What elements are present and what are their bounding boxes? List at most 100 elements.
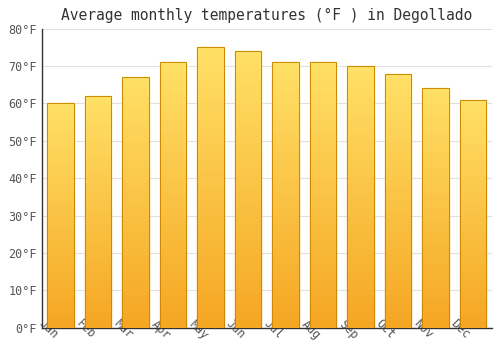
- Bar: [235, 311, 261, 314]
- Bar: [272, 123, 298, 126]
- Bar: [422, 177, 448, 179]
- Bar: [160, 251, 186, 253]
- Bar: [272, 261, 298, 264]
- Bar: [422, 141, 448, 144]
- Bar: [348, 212, 374, 215]
- Bar: [48, 236, 74, 238]
- Bar: [122, 217, 148, 220]
- Bar: [160, 269, 186, 272]
- Bar: [348, 71, 374, 74]
- Bar: [85, 219, 111, 221]
- Bar: [85, 284, 111, 286]
- Bar: [122, 223, 148, 225]
- Bar: [310, 97, 336, 99]
- Bar: [48, 124, 74, 126]
- Bar: [348, 171, 374, 173]
- Bar: [198, 140, 224, 143]
- Bar: [235, 176, 261, 178]
- Bar: [310, 306, 336, 309]
- Bar: [235, 306, 261, 308]
- Bar: [460, 191, 486, 193]
- Bar: [348, 163, 374, 166]
- Bar: [422, 263, 448, 265]
- Bar: [272, 288, 298, 290]
- Bar: [235, 228, 261, 231]
- Bar: [385, 246, 411, 249]
- Bar: [235, 51, 261, 54]
- Bar: [348, 166, 374, 168]
- Bar: [348, 226, 374, 228]
- Bar: [85, 212, 111, 214]
- Bar: [460, 287, 486, 289]
- Bar: [48, 166, 74, 168]
- Bar: [198, 316, 224, 319]
- Bar: [348, 296, 374, 299]
- Bar: [310, 227, 336, 230]
- Bar: [385, 140, 411, 142]
- Bar: [272, 179, 298, 182]
- Bar: [385, 292, 411, 295]
- Bar: [85, 168, 111, 170]
- Bar: [385, 190, 411, 193]
- Bar: [460, 116, 486, 118]
- Bar: [235, 217, 261, 220]
- Bar: [310, 184, 336, 187]
- Bar: [272, 68, 298, 70]
- Bar: [272, 147, 298, 150]
- Bar: [122, 310, 148, 313]
- Bar: [310, 171, 336, 174]
- Bar: [48, 296, 74, 299]
- Bar: [348, 317, 374, 320]
- Bar: [122, 258, 148, 260]
- Bar: [198, 193, 224, 196]
- Bar: [348, 168, 374, 171]
- Bar: [198, 258, 224, 260]
- Bar: [422, 306, 448, 308]
- Bar: [122, 252, 148, 255]
- Bar: [310, 105, 336, 107]
- Bar: [48, 135, 74, 137]
- Bar: [310, 166, 336, 168]
- Bar: [48, 137, 74, 139]
- Bar: [48, 144, 74, 146]
- Bar: [422, 239, 448, 241]
- Bar: [385, 170, 411, 173]
- Bar: [160, 222, 186, 224]
- Bar: [310, 304, 336, 306]
- Bar: [348, 244, 374, 246]
- Bar: [385, 320, 411, 323]
- Bar: [160, 76, 186, 78]
- Bar: [310, 116, 336, 118]
- Bar: [422, 308, 448, 311]
- Bar: [385, 74, 411, 328]
- Bar: [198, 269, 224, 272]
- Bar: [272, 301, 298, 304]
- Bar: [48, 233, 74, 236]
- Bar: [348, 158, 374, 160]
- Bar: [235, 145, 261, 148]
- Bar: [385, 89, 411, 91]
- Bar: [385, 305, 411, 307]
- Bar: [348, 97, 374, 100]
- Bar: [235, 137, 261, 140]
- Bar: [310, 208, 336, 211]
- Bar: [422, 150, 448, 153]
- Bar: [310, 86, 336, 89]
- Bar: [198, 322, 224, 325]
- Bar: [160, 208, 186, 211]
- Bar: [272, 145, 298, 147]
- Bar: [310, 198, 336, 200]
- Bar: [385, 269, 411, 272]
- Bar: [310, 245, 336, 248]
- Bar: [460, 189, 486, 191]
- Bar: [460, 211, 486, 214]
- Bar: [235, 148, 261, 150]
- Bar: [198, 174, 224, 176]
- Bar: [422, 278, 448, 280]
- Bar: [272, 320, 298, 322]
- Bar: [122, 80, 148, 82]
- Bar: [235, 214, 261, 217]
- Bar: [48, 182, 74, 184]
- Bar: [198, 305, 224, 308]
- Bar: [422, 179, 448, 182]
